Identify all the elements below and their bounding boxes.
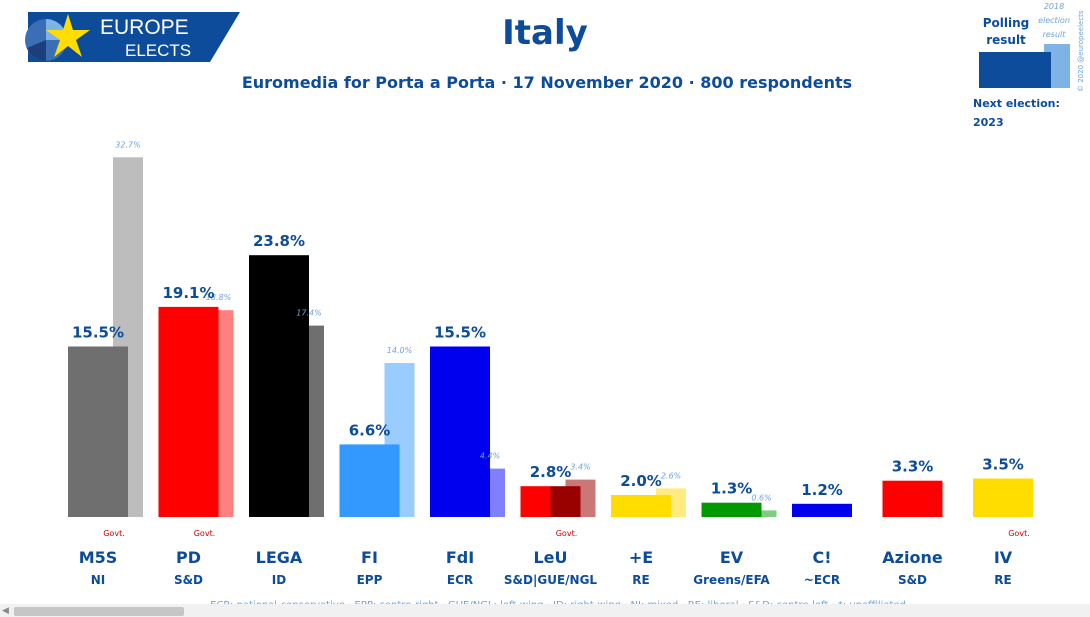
europe-elects-logo[interactable]: EUROPE ELECTS — [25, 12, 240, 62]
legend-election-label: 2018 — [1044, 2, 1064, 11]
party-group-label: NI — [91, 573, 106, 587]
poll-value-label: 2.0% — [620, 472, 662, 490]
legend-polling-label: Polling — [983, 16, 1030, 30]
party-group-label: Greens/EFA — [693, 573, 770, 587]
party-group-label: ~ECR — [804, 573, 840, 587]
copyright-text: © 2020 @europeelects — [1077, 10, 1085, 92]
page-title: Italy — [502, 13, 588, 53]
govt-label: Govt. — [556, 529, 578, 538]
party-name-label: LEGA — [256, 548, 303, 567]
election-value-label: 17.4% — [296, 309, 321, 318]
logo-banner — [28, 12, 240, 62]
party-group-label: EPP — [357, 573, 383, 587]
chart-legend: Polling result 2018 election result © 20… — [973, 2, 1085, 129]
poll-bar-fi — [339, 444, 400, 517]
govt-label: Govt. — [1008, 529, 1030, 538]
party-name-label: FdI — [446, 548, 474, 567]
legend-polling-label: result — [986, 33, 1026, 47]
poll-value-label: 6.6% — [349, 421, 391, 439]
election-value-label: 2.6% — [661, 471, 681, 480]
poll-bar-c — [792, 503, 852, 517]
election-value-label: 14.0% — [387, 346, 412, 355]
poll-bar-ev — [701, 502, 762, 517]
poll-bar-leu-part — [550, 486, 581, 517]
govt-label: Govt. — [194, 529, 216, 538]
party-name-label: C! — [812, 548, 831, 567]
poll-bar-m5s — [68, 346, 128, 517]
legend-election-label: result — [1043, 30, 1067, 39]
next-election-year: 2023 — [973, 116, 1004, 129]
party-name-label: IV — [994, 548, 1013, 567]
logo-globe-segment — [27, 40, 46, 61]
poll-value-label: 15.5% — [434, 324, 486, 342]
party-name-label: Azione — [882, 548, 943, 567]
election-value-label: 0.6% — [751, 493, 771, 502]
party-name-label: LeU — [533, 548, 567, 567]
party-group-label: S&D — [898, 573, 927, 587]
legend-polling-swatch — [979, 52, 1051, 88]
next-election-label: Next election: — [973, 97, 1060, 110]
party-group-label: ECR — [447, 573, 473, 587]
star-icon — [46, 14, 90, 57]
party-group-label: ID — [272, 573, 286, 587]
legend-election-label: election — [1038, 16, 1070, 25]
scroll-left-icon[interactable]: ◀ — [2, 606, 9, 616]
election-value-label: 18.8% — [206, 293, 231, 302]
poll-bar-iv — [973, 478, 1033, 517]
logo-text-europe: EUROPE — [100, 16, 189, 39]
poll-value-label: 23.8% — [253, 232, 305, 250]
poll-value-label: 3.3% — [892, 458, 934, 476]
poll-bar-azione — [882, 480, 943, 517]
election-value-label: 32.7% — [115, 140, 140, 149]
poll-bar-lega — [249, 255, 309, 517]
party-group-label: RE — [632, 573, 649, 587]
logo-text-elects: ELECTS — [125, 41, 191, 60]
party-group-label: S&D — [174, 573, 203, 587]
scrollbar-thumb[interactable] — [14, 607, 184, 616]
party-group-label: S&D|GUE/NGL — [504, 573, 598, 587]
poll-value-label: 2.8% — [530, 463, 572, 481]
poll-value-label: 15.5% — [72, 324, 124, 342]
bars-group — [68, 157, 1033, 518]
party-group-label: RE — [994, 573, 1011, 587]
poll-value-label: 1.3% — [711, 480, 753, 498]
poll-bar-leu — [520, 486, 551, 517]
poll-bar-e — [611, 495, 671, 517]
poll-bar-pd — [158, 306, 219, 517]
party-labels-group: 32.7% 15.5% Govt. M5S NI 18.8%19.1% Govt. PD S&D… — [72, 140, 1030, 587]
election-value-label: 4.4% — [480, 452, 500, 461]
party-name-label: M5S — [79, 548, 118, 567]
govt-label: Govt. — [103, 529, 125, 538]
election-value-label: 3.4% — [570, 463, 590, 472]
poll-value-label: 3.5% — [982, 456, 1024, 474]
party-name-label: FI — [361, 548, 378, 567]
poll-value-label: 1.2% — [801, 481, 843, 499]
party-name-label: PD — [176, 548, 201, 567]
poll-bar-fdi — [430, 346, 490, 517]
chart-subtitle: Euromedia for Porta a Porta · 17 Novembe… — [242, 73, 852, 92]
party-name-label: +E — [629, 548, 653, 567]
poll-value-label: 19.1% — [162, 284, 214, 302]
horizontal-scrollbar[interactable] — [0, 604, 1090, 617]
party-name-label: EV — [720, 548, 744, 567]
